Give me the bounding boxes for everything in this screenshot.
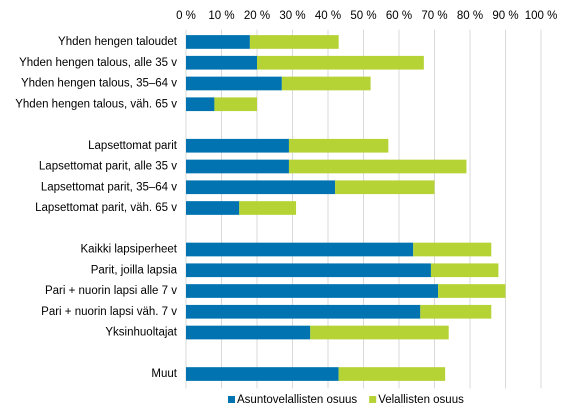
bar-segment bbox=[186, 55, 257, 70]
x-tick-label: 40 % bbox=[315, 10, 341, 22]
bar-segment bbox=[310, 325, 449, 340]
bar-segment bbox=[214, 97, 257, 112]
bar-segment bbox=[338, 367, 446, 381]
x-tick-label: 0 % bbox=[176, 10, 196, 22]
y-tick-label: Pari + nuorin lapsi alle 7 v bbox=[45, 285, 177, 297]
bar-segment bbox=[288, 138, 389, 153]
bar-segment bbox=[186, 263, 431, 278]
x-tick-label: 50 % bbox=[350, 10, 376, 22]
bar-segment bbox=[288, 159, 467, 174]
y-tick-label: Lapsettomat parit, väh. 65 v bbox=[35, 202, 177, 214]
x-tick-label: 60 % bbox=[386, 10, 412, 22]
bar-segment bbox=[239, 201, 297, 215]
bar-segment bbox=[335, 180, 435, 195]
bar-segment bbox=[413, 242, 492, 257]
x-tick-label: 90 % bbox=[492, 10, 518, 22]
y-tick-label: Yhden hengen talous, 35–64 v bbox=[21, 78, 177, 90]
x-tick-label: 20 % bbox=[244, 10, 270, 22]
legend-label: Asuntovelallisten osuus bbox=[237, 394, 357, 406]
bar-segment bbox=[186, 325, 311, 340]
y-tick-label: Lapsettomat parit bbox=[88, 140, 178, 152]
legend-label: Velallisten osuus bbox=[378, 394, 464, 406]
legend-swatch bbox=[369, 396, 377, 403]
bar-segment bbox=[186, 180, 336, 195]
bar-segment bbox=[186, 242, 414, 257]
bar-segment bbox=[186, 138, 289, 153]
bar-segment bbox=[186, 367, 339, 381]
bar-segment bbox=[186, 35, 250, 49]
bar-segment bbox=[430, 263, 499, 278]
y-tick-label: Yksinhuoltajat bbox=[105, 327, 177, 339]
legend-swatch bbox=[228, 396, 235, 403]
y-tick-label: Yhden hengen talous, alle 35 v bbox=[19, 57, 177, 69]
bar-segment bbox=[186, 201, 240, 215]
x-tick-label: 80 % bbox=[457, 10, 483, 22]
bar-segment bbox=[186, 284, 439, 298]
bar-segment bbox=[281, 76, 371, 91]
bar-segment bbox=[420, 304, 492, 319]
bar-segment bbox=[257, 55, 424, 70]
y-tick-label: Parit, joilla lapsia bbox=[91, 264, 178, 276]
y-tick-label: Lapsettomat parit, 35–64 v bbox=[41, 181, 177, 193]
bar-segment bbox=[249, 35, 339, 49]
y-tick-label: Pari + nuorin lapsi väh. 7 v bbox=[41, 306, 177, 318]
x-tick-label: 10 % bbox=[208, 10, 234, 22]
bar-segment bbox=[186, 76, 282, 91]
bar-segment bbox=[186, 159, 289, 174]
bar-segment bbox=[186, 304, 421, 319]
x-tick-label: 100 % bbox=[525, 10, 558, 22]
y-tick-label: Kaikki lapsiperheet bbox=[80, 244, 177, 256]
y-tick-label: Yhden hengen taloudet bbox=[58, 36, 178, 48]
bar-segment bbox=[438, 284, 506, 298]
y-tick-label: Muut bbox=[151, 368, 177, 380]
y-tick-label: Lapsettomat parit, alle 35 v bbox=[39, 161, 177, 173]
y-tick-label: Yhden hengen talous, väh. 65 v bbox=[15, 98, 177, 110]
bar-segment bbox=[186, 97, 215, 112]
x-tick-label: 70 % bbox=[421, 10, 447, 22]
x-tick-label: 30 % bbox=[279, 10, 305, 22]
